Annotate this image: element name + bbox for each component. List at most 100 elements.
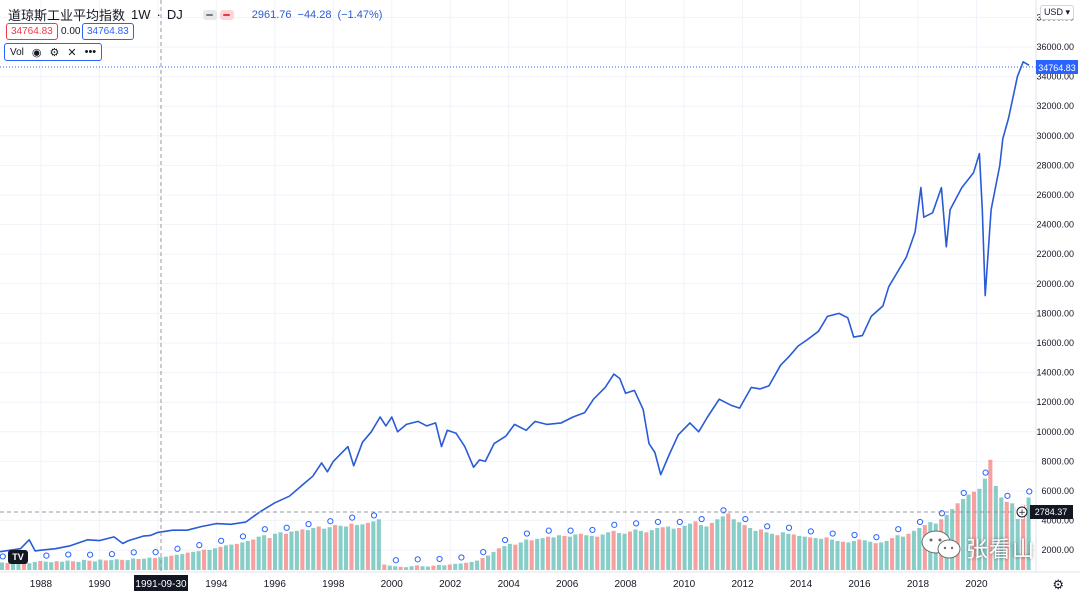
x-tick-label: 2018 <box>907 579 930 590</box>
volume-bar <box>1026 497 1031 570</box>
interval-label[interactable]: 1W <box>131 7 151 22</box>
volume-bar <box>644 532 649 570</box>
volume-bar <box>562 535 567 570</box>
volume-bar <box>688 523 693 570</box>
last-price-label: 34764.83 <box>1038 63 1076 73</box>
volume-bar <box>677 527 682 570</box>
volume-bar <box>846 542 851 570</box>
volume-marker <box>611 521 618 528</box>
volume-bar <box>884 541 889 570</box>
volume-marker <box>938 510 946 517</box>
volume-bar <box>786 533 791 570</box>
volume-bar <box>797 535 802 570</box>
logo-text: TV <box>12 552 24 562</box>
volume-bar <box>819 538 824 570</box>
volume-bar <box>120 559 125 570</box>
volume-marker <box>480 549 487 556</box>
ask-price-box[interactable]: 34764.83 <box>82 23 134 40</box>
volume-bar <box>32 561 37 570</box>
volume-bar <box>49 562 54 570</box>
volume-bar <box>769 533 774 570</box>
tradingview-logo[interactable]: TV <box>8 550 28 564</box>
y-tick-label: 14000.00 <box>1036 368 1074 378</box>
volume-bar <box>660 527 665 570</box>
currency-label: USD <box>1043 7 1063 17</box>
x-tick-label: 1994 <box>205 579 228 590</box>
volume-bar <box>873 543 878 570</box>
currency-button[interactable]: USD ▾ <box>1039 5 1074 20</box>
volume-marker <box>742 515 749 523</box>
volume-bar <box>950 509 955 570</box>
volume-marker <box>283 524 290 531</box>
y-tick-label: 10000.00 <box>1036 427 1074 437</box>
volume-marker <box>851 531 858 539</box>
volume-bar <box>666 526 671 570</box>
volume-bar <box>453 563 458 570</box>
volume-bar <box>196 551 201 570</box>
volume-bar <box>87 560 92 570</box>
volume-marker <box>567 527 574 534</box>
volume-bar <box>60 561 65 570</box>
volume-bar <box>393 566 398 570</box>
y-tick-label: 20000.00 <box>1036 279 1074 289</box>
volume-marker <box>764 523 771 530</box>
volume-bar <box>507 543 512 570</box>
bid-price-box[interactable]: 34764.83 <box>6 23 58 40</box>
volume-marker <box>392 557 399 564</box>
time-axis[interactable]: 1988199019921994199619982000200220042006… <box>30 579 988 590</box>
volume-marker <box>349 514 356 521</box>
volume-bar <box>529 540 534 570</box>
volume-bar <box>617 533 622 570</box>
gear-icon[interactable]: ⚙ <box>1052 577 1064 592</box>
x-tick-label: 2010 <box>673 579 696 590</box>
volume-bar <box>513 544 518 570</box>
volume-bar <box>152 558 157 570</box>
volume-bar <box>365 522 370 570</box>
volume-legend[interactable]: Vol ◉ ⚙ ✕ ••• <box>4 43 103 61</box>
change-pct: (−1.47%) <box>337 8 383 21</box>
volume-marker <box>960 489 967 497</box>
y-tick-label: 32000.00 <box>1036 101 1074 111</box>
volume-bar <box>993 485 998 570</box>
volume-marker <box>698 515 705 523</box>
volume-marker <box>523 530 531 537</box>
volume-bar <box>955 503 960 570</box>
y-tick-label: 30000.00 <box>1036 131 1074 141</box>
volume-bar <box>114 559 119 570</box>
bid-price: 34764.83 <box>11 26 53 37</box>
eye-icon[interactable]: ◉ <box>31 46 42 59</box>
volume-bar <box>917 527 922 570</box>
volume-marker <box>130 549 137 556</box>
volume-bar <box>76 561 81 570</box>
volume-bar <box>464 562 469 570</box>
volume-bar <box>589 535 594 570</box>
volume-bar <box>289 531 294 570</box>
volume-bar <box>524 539 529 570</box>
chart-legend: 道琼斯工业平均指数 1W · DJ 2961.76 −44.28 (−1.47%… <box>8 5 382 24</box>
symbol-title[interactable]: 道琼斯工业平均指数 <box>8 8 126 23</box>
minus-icon[interactable] <box>202 9 217 20</box>
legend-controls <box>202 9 234 20</box>
x-tick-label: 2020 <box>965 579 988 590</box>
add-plus-icon[interactable] <box>1016 506 1028 518</box>
settings-icon[interactable]: ⚙ <box>49 46 60 59</box>
y-tick-label: 6000.00 <box>1041 486 1074 496</box>
volume-marker <box>676 518 683 526</box>
more-icon[interactable]: ••• <box>84 46 97 58</box>
crosshair-date-tag <box>134 575 188 591</box>
volume-bar <box>398 566 403 570</box>
volume-bar <box>409 566 414 570</box>
volume-bar <box>447 564 452 570</box>
volume-marker <box>108 551 116 558</box>
volume-bar <box>753 530 758 570</box>
volume-bar <box>65 560 70 570</box>
volume-marker <box>370 512 378 519</box>
spread-value: 0.00 <box>61 26 81 37</box>
close-icon[interactable]: ✕ <box>67 46 77 59</box>
y-tick-label: 36000.00 <box>1036 42 1074 52</box>
volume-bar <box>742 525 747 570</box>
equals-icon[interactable] <box>219 9 234 20</box>
volume-marker <box>0 553 6 560</box>
volume-bar <box>344 526 349 570</box>
